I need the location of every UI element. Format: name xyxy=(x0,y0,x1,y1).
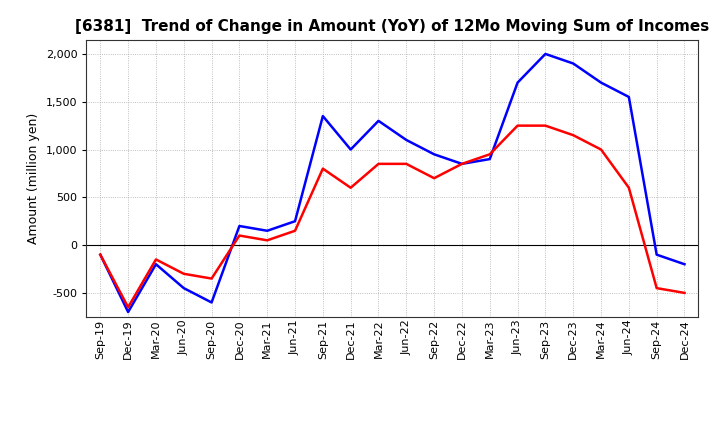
Net Income xyxy=(179,271,188,276)
Y-axis label: Amount (million yen): Amount (million yen) xyxy=(27,113,40,244)
Ordinary Income xyxy=(263,228,271,233)
Net Income xyxy=(235,233,243,238)
Line: Ordinary Income: Ordinary Income xyxy=(100,54,685,312)
Line: Net Income: Net Income xyxy=(100,126,685,307)
Net Income xyxy=(430,176,438,181)
Net Income xyxy=(624,185,633,191)
Net Income xyxy=(541,123,550,128)
Ordinary Income xyxy=(402,137,410,143)
Ordinary Income xyxy=(624,94,633,99)
Ordinary Income xyxy=(430,152,438,157)
Net Income xyxy=(374,161,383,166)
Ordinary Income xyxy=(541,51,550,57)
Ordinary Income xyxy=(207,300,216,305)
Ordinary Income xyxy=(680,262,689,267)
Ordinary Income xyxy=(235,224,243,229)
Ordinary Income xyxy=(179,286,188,291)
Ordinary Income xyxy=(346,147,355,152)
Net Income xyxy=(652,286,661,291)
Net Income xyxy=(291,228,300,233)
Net Income xyxy=(96,252,104,257)
Ordinary Income xyxy=(96,252,104,257)
Ordinary Income xyxy=(569,61,577,66)
Net Income xyxy=(346,185,355,191)
Net Income xyxy=(207,276,216,281)
Ordinary Income xyxy=(597,80,606,85)
Ordinary Income xyxy=(513,80,522,85)
Ordinary Income xyxy=(124,309,132,315)
Ordinary Income xyxy=(458,161,467,166)
Ordinary Income xyxy=(485,157,494,162)
Net Income xyxy=(597,147,606,152)
Net Income xyxy=(402,161,410,166)
Ordinary Income xyxy=(318,114,327,119)
Net Income xyxy=(513,123,522,128)
Net Income xyxy=(152,257,161,262)
Net Income xyxy=(263,238,271,243)
Net Income xyxy=(318,166,327,171)
Ordinary Income xyxy=(152,262,161,267)
Title: [6381]  Trend of Change in Amount (YoY) of 12Mo Moving Sum of Incomes: [6381] Trend of Change in Amount (YoY) o… xyxy=(76,19,709,34)
Net Income xyxy=(569,132,577,138)
Ordinary Income xyxy=(652,252,661,257)
Net Income xyxy=(680,290,689,296)
Ordinary Income xyxy=(374,118,383,124)
Net Income xyxy=(485,152,494,157)
Net Income xyxy=(124,304,132,310)
Net Income xyxy=(458,161,467,166)
Ordinary Income xyxy=(291,219,300,224)
